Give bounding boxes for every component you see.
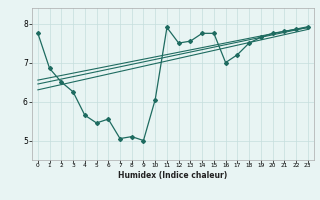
X-axis label: Humidex (Indice chaleur): Humidex (Indice chaleur) [118,171,228,180]
